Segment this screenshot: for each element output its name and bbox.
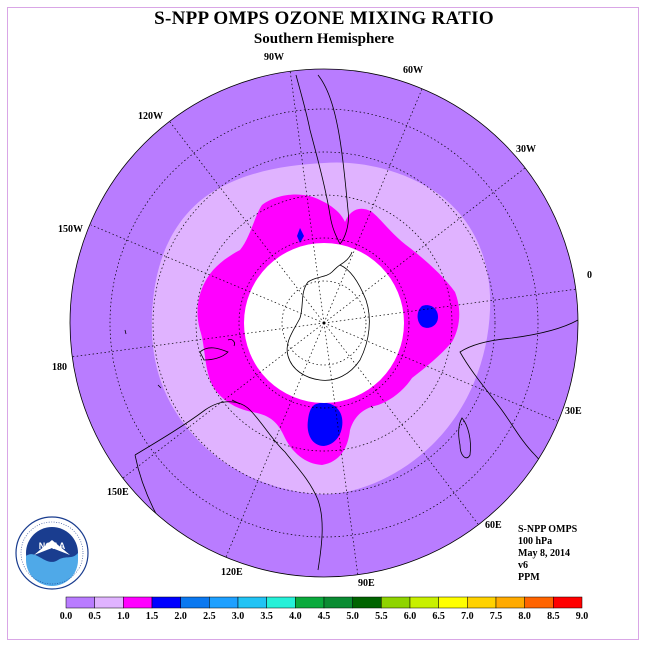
lon-label-90w: 90W (264, 52, 284, 63)
lon-label-150e: 150E (107, 487, 129, 498)
colorbar: 0.0 0.5 1.0 1.5 2.0 2.5 3.0 3.5 4.0 4.5 5.0 5.5 6.0 6… (60, 596, 589, 622)
colorbar-swatch (266, 596, 296, 609)
colorbar-tick-label: 4.5 (318, 611, 331, 622)
info-version: v6 (518, 560, 528, 571)
colorbar-tick-label: 0.5 (88, 611, 101, 622)
colorbar-swatch (323, 596, 353, 609)
colorbar-swatch (151, 596, 181, 609)
colorbar-swatch (237, 596, 267, 609)
info-instrument: S-NPP OMPS (518, 524, 578, 535)
map-border (69, 68, 579, 578)
colorbar-swatch (180, 596, 210, 609)
colorbar-tick-label: 8.5 (547, 611, 560, 622)
colorbar-tick-label: 5.5 (375, 611, 388, 622)
lon-label-30e: 30E (565, 406, 582, 417)
lon-label-30w: 30W (516, 144, 536, 155)
colorbar-tick-label: 1.0 (117, 611, 130, 622)
ozone-field (70, 69, 578, 577)
colorbar-tick-label: 3.0 (232, 611, 245, 622)
colorbar-tick-label: 7.5 (490, 611, 503, 622)
colorbar-swatch (381, 596, 411, 609)
contour-1-5-2-0-b (417, 305, 438, 328)
colorbar-swatch (524, 596, 554, 609)
noaa-logo: NOAA (15, 516, 89, 590)
colorbar-tick-label: 8.0 (518, 611, 531, 622)
lon-label-90e: 90E (358, 578, 375, 589)
colorbar-swatch (123, 596, 153, 609)
contour-1-5-2-0-c (297, 228, 304, 243)
colorbar-tick-label: 2.5 (203, 611, 216, 622)
info-date: May 8, 2014 (518, 548, 570, 559)
colorbar-swatch (438, 596, 468, 609)
colorbar-tick-label: 6.0 (404, 611, 417, 622)
longitude-labels: 0 30E 60E 90E 120E 150E 180 150W 120W 90… (52, 52, 592, 589)
colorbar-tick-label: 3.5 (260, 611, 273, 622)
lon-label-150w: 150W (58, 224, 83, 235)
info-units: PPM (518, 572, 540, 583)
colorbar-swatch (94, 596, 124, 609)
lon-label-60w: 60W (403, 65, 423, 76)
colorbar-swatch (553, 596, 583, 609)
plot-frame (7, 7, 639, 640)
colorbar-tick-label: 7.0 (461, 611, 474, 622)
lon-label-60e: 60E (485, 520, 502, 531)
colorbar-swatch (409, 596, 439, 609)
colorbar-tick-label: 5.0 (346, 611, 359, 622)
colorbar-tick-label: 0.0 (60, 611, 73, 622)
lon-label-120w: 120W (138, 111, 163, 122)
colorbar-swatch (295, 596, 325, 609)
colorbar-swatch (209, 596, 239, 609)
colorbar-tick-label: 4.0 (289, 611, 302, 622)
lon-label-0: 0 (587, 270, 592, 281)
colorbar-swatch (467, 596, 497, 609)
info-level: 100 hPa (518, 536, 553, 547)
colorbar-swatch (495, 596, 525, 609)
map-subtitle: Southern Hemisphere (253, 31, 395, 47)
lon-label-180: 180 (52, 362, 67, 373)
noaa-logo-text: NOAA (39, 541, 66, 551)
colorbar-tick-label: 2.0 (174, 611, 187, 622)
colorbar-tick-label: 1.5 (146, 611, 159, 622)
map-title: S-NPP OMPS OZONE MIXING RATIO (154, 8, 494, 29)
contour-1-5-2-0-a (307, 402, 343, 446)
lon-label-120e: 120E (221, 567, 243, 578)
colorbar-swatch (352, 596, 382, 609)
colorbar-tick-label: 9.0 (576, 611, 589, 622)
graticule (70, 69, 578, 577)
colorbar-tick-label: 6.5 (432, 611, 445, 622)
colorbar-swatch (65, 596, 95, 609)
